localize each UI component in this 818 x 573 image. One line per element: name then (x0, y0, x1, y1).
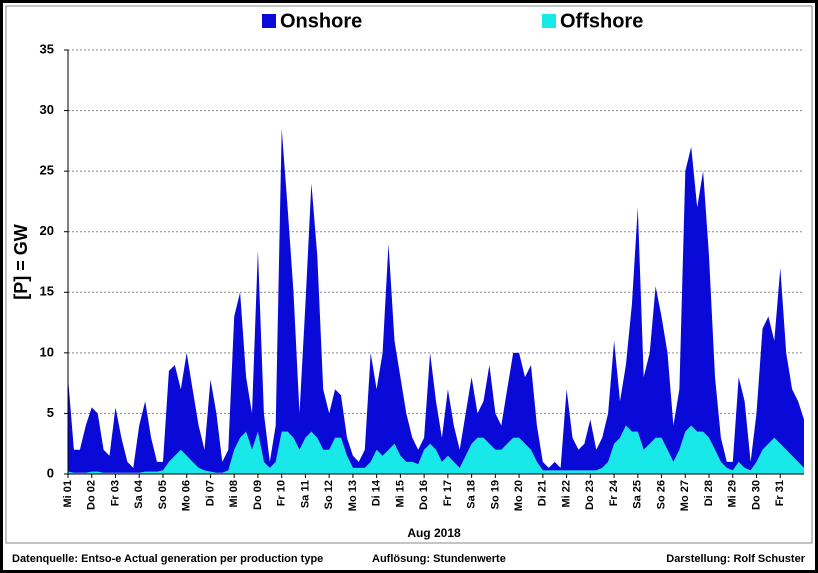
x-tick-label: Mi 15 (394, 480, 406, 508)
x-tick-label: Mi 01 (62, 480, 74, 508)
x-tick-label: Do 16 (418, 480, 430, 510)
x-tick-label: So 12 (323, 480, 335, 509)
legend-swatch (542, 14, 556, 28)
x-tick-label: Mi 29 (727, 480, 739, 508)
credit: Darstellung: Rolf Schuster (666, 553, 805, 565)
x-tick-label: Di 07 (204, 480, 216, 506)
x-tick-label: Di 14 (371, 479, 383, 506)
x-tick-label: Fr 10 (276, 480, 288, 506)
x-tick-label: Fr 17 (442, 480, 454, 506)
x-tick-label: Fr 03 (109, 480, 121, 506)
x-tick-label: Mi 22 (560, 480, 572, 508)
y-tick-label: 5 (47, 405, 54, 420)
y-tick-label: 20 (40, 223, 54, 238)
x-tick-label: Fr 31 (774, 480, 786, 506)
x-tick-label: Mo 20 (513, 480, 525, 511)
x-tick-label: Mo 27 (679, 480, 691, 511)
x-tick-label: Sa 04 (133, 479, 145, 509)
plot-frame (5, 5, 813, 544)
x-axis-label: Aug 2018 (407, 526, 461, 540)
y-tick-label: 25 (40, 163, 54, 178)
x-tick-label: Mo 06 (181, 480, 193, 511)
x-tick-label: Do 09 (252, 480, 264, 510)
y-axis-label: [P] = GW (11, 224, 31, 300)
x-tick-label: Di 28 (703, 480, 715, 506)
x-tick-label: Sa 11 (299, 480, 311, 508)
x-tick-label: So 05 (157, 480, 169, 509)
x-tick-label: Fr 24 (608, 479, 620, 506)
y-tick-label: 35 (40, 41, 54, 56)
area (68, 425, 804, 474)
legend-label: Offshore (560, 10, 643, 32)
y-tick-label: 15 (40, 284, 54, 299)
legend-swatch (262, 14, 276, 28)
area (68, 128, 804, 473)
y-tick-label: 30 (40, 102, 54, 117)
legend-label: Onshore (280, 10, 362, 32)
x-tick-label: Mo 13 (347, 480, 359, 511)
x-tick-label: Sa 25 (632, 480, 644, 509)
resolution: Auflösung: Stundenwerte (372, 553, 506, 565)
y-tick-label: 10 (40, 344, 54, 359)
x-tick-label: Do 23 (584, 480, 596, 510)
x-tick-label: Sa 18 (466, 480, 478, 509)
source: Datenquelle: Entso-e Actual generation p… (12, 553, 323, 565)
x-tick-label: Do 02 (86, 480, 98, 510)
x-tick-label: Di 21 (537, 480, 549, 506)
x-tick-label: Mi 08 (228, 480, 240, 508)
y-tick-label: 0 (47, 465, 54, 480)
x-tick-label: Do 30 (750, 480, 762, 510)
x-tick-label: So 26 (655, 480, 667, 509)
x-tick-label: So 19 (489, 480, 501, 509)
